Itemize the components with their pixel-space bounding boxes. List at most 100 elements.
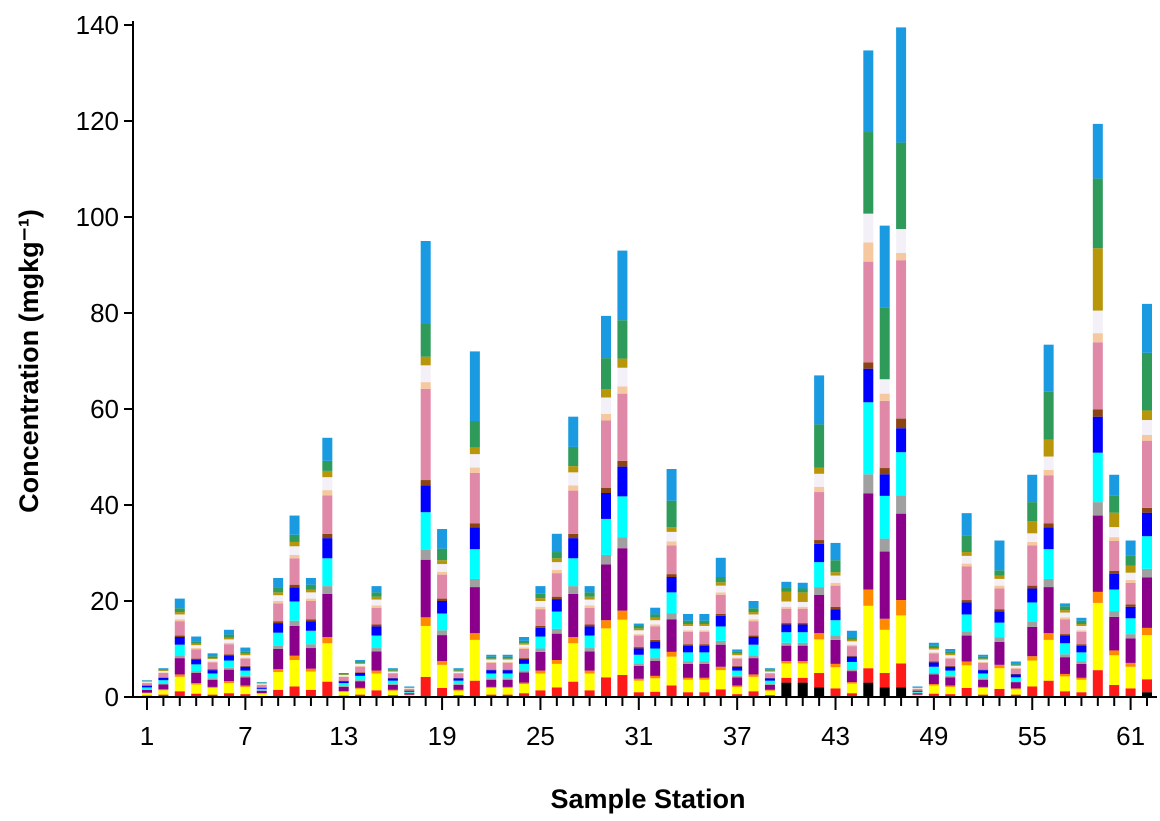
bar-segment-station-22: [486, 658, 497, 660]
bar-segment-station-54: [1010, 688, 1021, 690]
bar-segment-station-51: [961, 552, 972, 556]
bar-segment-station-15: [371, 635, 382, 649]
bar-segment-station-38: [748, 676, 759, 692]
bar-segment-station-47: [896, 615, 907, 664]
bar-segment-station-8: [256, 684, 267, 686]
bar-segment-station-58: [1076, 645, 1087, 653]
bar-segment-station-37: [732, 675, 743, 678]
bar-segment-station-34: [682, 631, 693, 645]
bar-segment-station-60: [1109, 495, 1120, 513]
bar-segment-station-22: [486, 673, 497, 679]
bar-segment-station-61: [1125, 555, 1136, 566]
bar-segment-station-58: [1076, 625, 1087, 631]
bar-segment-station-45: [863, 605, 874, 669]
bar-segment-station-9: [273, 621, 284, 624]
bar-segment-station-57: [1060, 654, 1071, 658]
bar-segment-station-31: [633, 635, 644, 648]
bar-segment-station-49: [928, 642, 939, 646]
bar-segment-station-20: [453, 689, 464, 691]
bar-segment-station-53: [994, 588, 1005, 610]
bar-segment-station-44: [846, 644, 857, 647]
bar-segment-station-26: [551, 633, 562, 661]
bar-segment-station-21: [469, 549, 480, 579]
bar-segment-station-61: [1125, 572, 1136, 580]
bar-segment-station-34: [682, 644, 693, 646]
bar-segment-station-44: [846, 656, 857, 662]
bar-segment-station-49: [928, 648, 939, 650]
x-tick-label: 37: [723, 721, 752, 751]
bar-segment-station-22: [486, 686, 497, 688]
bar-segment-station-50: [945, 657, 956, 659]
bar-segment-station-1: [142, 683, 152, 686]
bar-segment-station-38: [748, 612, 759, 615]
bar-segment-station-62: [1142, 420, 1152, 435]
bar-segment-station-41: [797, 592, 808, 602]
bar-segment-station-60: [1109, 589, 1120, 612]
bar-segment-station-46: [879, 400, 890, 469]
bar-segment-station-28: [584, 607, 595, 625]
bar-segment-station-42: [814, 587, 825, 595]
bar-segment-station-25: [535, 648, 546, 652]
bar-segment-station-6: [223, 655, 234, 661]
bar-segment-station-4: [191, 658, 202, 660]
bar-segment-station-28: [584, 635, 595, 649]
bar-segment-station-14: [355, 675, 366, 681]
bar-segment-station-20: [453, 670, 464, 672]
bar-segment-station-58: [1076, 624, 1087, 626]
bar-segment-station-32: [650, 620, 661, 625]
bar-segment-station-36: [715, 585, 726, 593]
bar-segment-station-29: [601, 358, 612, 390]
bar-segment-station-8: [256, 683, 267, 684]
bar-segment-station-21: [469, 578, 480, 588]
bar-segment-station-62: [1142, 410, 1152, 421]
bar-segment-station-14: [355, 662, 366, 664]
bar-segment-station-6: [223, 639, 234, 643]
bar-segment-station-57: [1060, 691, 1071, 697]
bar-segment-station-24: [519, 644, 530, 648]
bar-segment-station-16: [387, 690, 398, 696]
bar-segment-station-5: [207, 669, 218, 671]
bar-segment-station-6: [223, 669, 234, 682]
bar-segment-station-38: [748, 608, 759, 613]
bar-segment-station-18: [420, 356, 431, 366]
bar-segment-station-7: [240, 677, 251, 686]
bar-segment-station-2: [158, 683, 169, 685]
bar-segment-station-12: [322, 477, 333, 491]
bar-segment-station-2: [158, 672, 169, 674]
bar-segment-station-23: [502, 662, 513, 670]
bar-segment-station-38: [748, 655, 759, 659]
bar-segment-station-11: [305, 584, 316, 590]
bar-segment-station-39: [764, 673, 775, 678]
bar-segment-station-33: [666, 685, 677, 697]
bar-segment-station-11: [305, 668, 316, 672]
bar-segment-station-34: [682, 661, 693, 664]
bar-segment-station-6: [223, 681, 234, 684]
bar-segment-station-52: [978, 654, 989, 657]
bar-segment-station-14: [355, 680, 366, 682]
bar-segment-station-21: [469, 633, 480, 640]
bar-segment-station-51: [961, 614, 972, 632]
bar-segment-station-44: [846, 630, 857, 638]
bar-segment-station-18: [420, 559, 431, 618]
bar-segment-station-10: [289, 686, 300, 697]
bar-segment-station-38: [748, 658, 759, 675]
bar-segment-station-25: [535, 625, 546, 628]
bar-segment-station-44: [846, 661, 857, 670]
bar-segment-station-42: [814, 594, 825, 634]
bar-segment-station-5: [207, 686, 218, 688]
bar-segment-station-42: [814, 562, 825, 588]
bar-segment-station-40: [781, 587, 792, 592]
bar-segment-station-4: [191, 643, 202, 646]
bar-segment-station-60: [1109, 541, 1120, 571]
bar-segment-station-58: [1076, 677, 1087, 680]
bar-segment-station-51: [961, 600, 972, 603]
bar-segment-station-1: [142, 692, 152, 694]
bar-segment-station-55: [1027, 621, 1038, 627]
bar-segment-station-3: [174, 644, 185, 656]
bar-segment-station-12: [322, 495, 333, 534]
bar-segment-station-9: [273, 601, 284, 604]
bar-segment-station-18: [420, 617, 431, 626]
bar-segment-station-36: [715, 626, 726, 641]
bar-segment-station-3: [174, 655, 185, 659]
bar-segment-station-31: [633, 665, 644, 679]
